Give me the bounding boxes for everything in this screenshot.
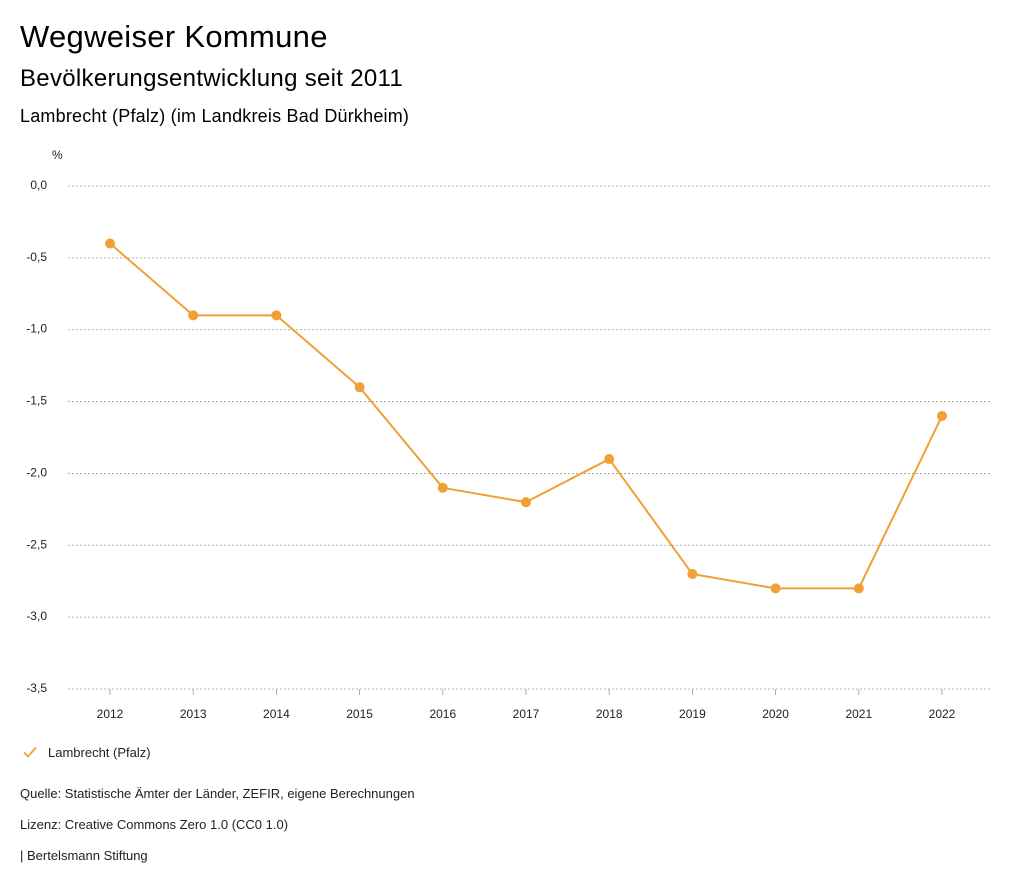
series-line <box>109 242 943 590</box>
x-tick-label: 2016 <box>429 707 456 721</box>
page-title: Wegweiser Kommune <box>20 19 328 54</box>
y-axis-ticks: 0,0 -0,5 -1,0 -1,5 -2,0 -2,5 -3,0 -3,5 <box>26 178 47 695</box>
x-tick-label: 2017 <box>513 707 540 721</box>
series-lines <box>109 242 943 590</box>
data-point[interactable] <box>604 454 615 465</box>
x-tick-label: 2022 <box>929 707 956 721</box>
region-label: Lambrecht (Pfalz) (im Landkreis Bad Dürk… <box>20 106 410 126</box>
series-points <box>105 238 947 594</box>
x-tick-label: 2013 <box>180 707 207 721</box>
data-point[interactable] <box>770 583 781 594</box>
data-point[interactable] <box>521 497 531 508</box>
data-point[interactable] <box>271 310 282 321</box>
x-axis-ticks: 2012 2013 2014 2015 2016 2017 2018 2019 2020 2021… <box>97 689 956 721</box>
data-point[interactable] <box>437 482 448 493</box>
line-chart: % 0,0-0,5-1,0-1,5-2,0-2,5-3,0-3,5 2012 20… <box>26 148 990 721</box>
y-tick-label: 0,0 <box>30 178 47 192</box>
x-tick-label: 2020 <box>762 707 789 721</box>
x-tick-label: 2014 <box>263 707 290 721</box>
data-point[interactable] <box>687 569 698 580</box>
legend-item-label: Lambrecht (Pfalz) <box>48 744 151 760</box>
check-icon <box>23 746 37 758</box>
grid-lines <box>68 185 990 690</box>
y-tick-label: -2,0 <box>26 465 47 479</box>
y-tick-label: -1,5 <box>26 394 47 408</box>
y-axis-unit-label: % <box>52 148 63 162</box>
y-tick-label: -0,5 <box>26 250 47 264</box>
data-point[interactable] <box>188 310 199 321</box>
x-tick-label: 2019 <box>679 707 706 721</box>
data-point[interactable] <box>354 382 365 393</box>
y-tick-label: -1,0 <box>26 322 47 336</box>
x-tick-label: 2015 <box>346 707 373 721</box>
x-tick-label: 2012 <box>97 707 124 721</box>
legend[interactable]: Lambrecht (Pfalz) <box>22 744 151 760</box>
data-point[interactable] <box>105 238 115 249</box>
data-point[interactable] <box>937 410 947 421</box>
y-tick-label: -2,5 <box>26 537 47 551</box>
x-tick-label: 2018 <box>596 707 623 721</box>
publisher-note: | Bertelsmann Stiftung <box>20 848 148 863</box>
license-note: Lizenz: Creative Commons Zero 1.0 (CC0 1… <box>20 817 289 832</box>
data-point[interactable] <box>853 583 864 594</box>
chart-subtitle: Bevölkerungsentwicklung seit 2011 <box>20 65 404 92</box>
x-tick-label: 2021 <box>845 707 872 721</box>
source-note: Quelle: Statistische Ämter der Länder, Z… <box>20 786 415 801</box>
y-tick-label: -3,5 <box>26 681 47 695</box>
y-tick-label: -3,0 <box>26 609 47 623</box>
